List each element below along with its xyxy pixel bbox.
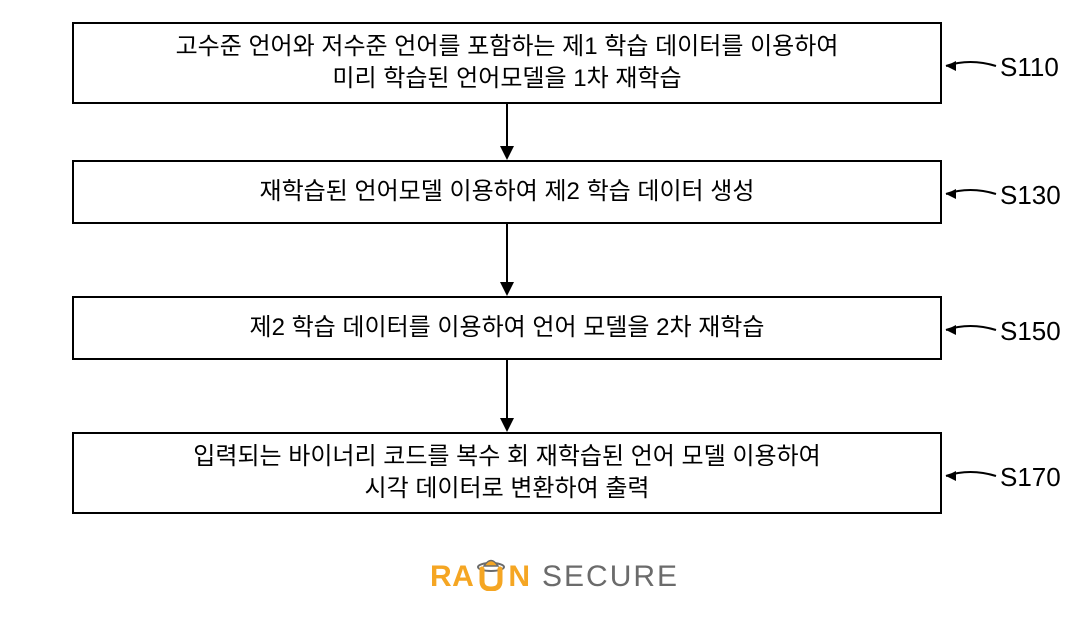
leader-line [942, 182, 1000, 206]
step-text-line: 고수준 언어와 저수준 언어를 포함하는 제1 학습 데이터를 이용하여 [176, 31, 839, 63]
hat-icon [476, 557, 506, 591]
leader-line [942, 54, 1000, 78]
brand-logo: RA N SECURE [430, 560, 679, 594]
logo-text-ra: RA [430, 560, 474, 594]
flowchart-canvas: 고수준 언어와 저수준 언어를 포함하는 제1 학습 데이터를 이용하여미리 학… [0, 0, 1080, 617]
step-box-s110: 고수준 언어와 저수준 언어를 포함하는 제1 학습 데이터를 이용하여미리 학… [72, 22, 942, 104]
logo-text-n: N [508, 560, 530, 594]
leader-line [942, 464, 1000, 488]
step-box-s150: 제2 학습 데이터를 이용하여 언어 모델을 2차 재학습 [72, 296, 942, 360]
step-label-s110: S110 [1000, 52, 1059, 83]
step-text-line: 시각 데이터로 변환하여 출력 [365, 473, 650, 505]
flow-arrow-head [500, 418, 514, 432]
flow-arrow-head [500, 282, 514, 296]
leader-line [942, 318, 1000, 342]
flow-arrow-head [500, 146, 514, 160]
step-text-line: 재학습된 언어모델 이용하여 제2 학습 데이터 생성 [260, 176, 755, 208]
step-label-s130: S130 [1000, 180, 1061, 211]
flow-arrow-line [506, 224, 509, 282]
step-box-s130: 재학습된 언어모델 이용하여 제2 학습 데이터 생성 [72, 160, 942, 224]
flow-arrow-line [506, 360, 509, 418]
flow-arrow-line [506, 104, 509, 146]
step-text-line: 입력되는 바이너리 코드를 복수 회 재학습된 언어 모델 이용하여 [193, 441, 820, 473]
step-box-s170: 입력되는 바이너리 코드를 복수 회 재학습된 언어 모델 이용하여시각 데이터… [72, 432, 942, 514]
step-label-s170: S170 [1000, 462, 1061, 493]
step-label-s150: S150 [1000, 316, 1061, 347]
step-text-line: 미리 학습된 언어모델을 1차 재학습 [332, 63, 681, 95]
logo-text-secure: SECURE [542, 560, 679, 594]
step-text-line: 제2 학습 데이터를 이용하여 언어 모델을 2차 재학습 [250, 312, 765, 344]
